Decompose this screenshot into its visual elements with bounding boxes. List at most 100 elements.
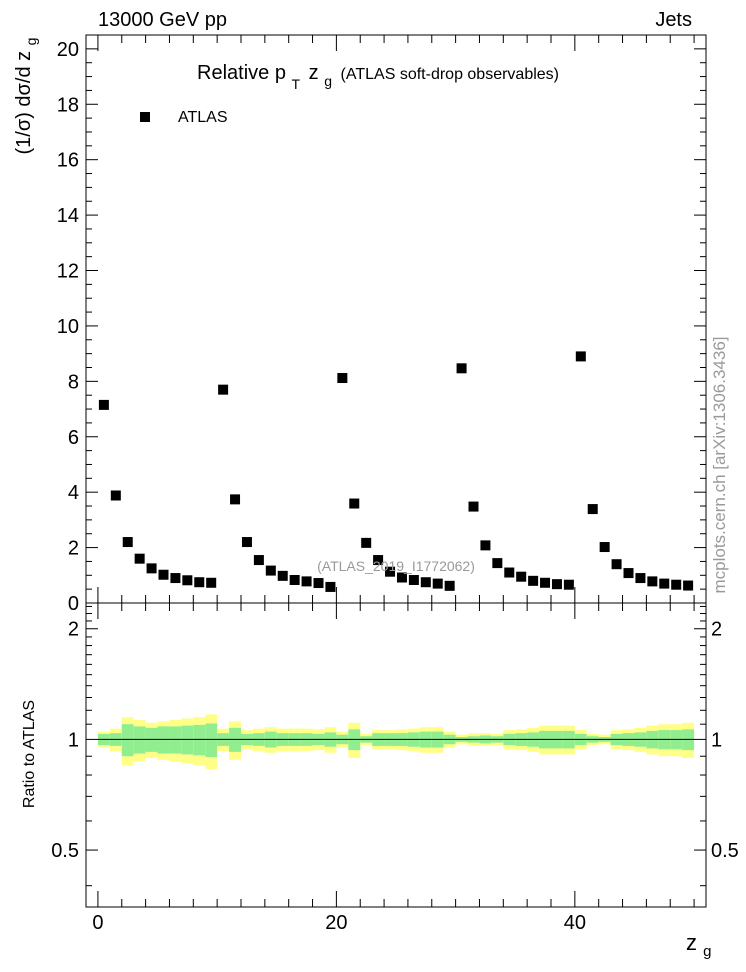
data-point	[611, 559, 622, 570]
data-point	[432, 578, 443, 589]
data-point	[551, 579, 562, 590]
data-point	[182, 575, 193, 586]
ratio-band-inner	[193, 724, 206, 756]
data-point	[122, 537, 133, 548]
data-point	[683, 580, 694, 591]
x-axis-label: z g	[686, 930, 711, 960]
x-axis-label-sub: g	[703, 943, 711, 960]
y-tick-label: 16	[57, 150, 79, 172]
data-point	[110, 490, 121, 501]
data-point	[587, 504, 598, 515]
data-point	[599, 542, 610, 553]
data-point	[361, 537, 372, 548]
y-tick-label: 0	[68, 593, 79, 615]
ratio-y-tick-label-right: 0.5	[711, 840, 739, 862]
y-tick-label: 12	[57, 261, 79, 283]
x-tick-label: 20	[325, 912, 347, 934]
ratio-band-inner	[181, 725, 194, 755]
data-point	[277, 570, 288, 581]
legend-label: ATLAS	[178, 109, 228, 126]
ratio-y-tick-label: 1	[68, 729, 79, 751]
ratio-y-tick-label-right: 2	[711, 619, 722, 641]
data-point	[408, 575, 419, 586]
title-sub-g: g	[324, 73, 332, 89]
header-left: 13000 GeV pp	[98, 9, 227, 31]
data-point	[265, 565, 276, 576]
ratio-y-axis-label: Ratio to ATLAS	[21, 700, 38, 808]
header-right: Jets	[655, 9, 692, 31]
y-tick-label: 4	[68, 482, 79, 504]
y-tick-label: 2	[68, 538, 79, 560]
data-point	[420, 577, 431, 588]
data-point	[659, 578, 670, 589]
data-point	[504, 567, 515, 578]
title-rest: (ATLAS soft-drop observables)	[341, 66, 559, 83]
y-tick-label: 18	[57, 94, 79, 116]
ratio-band-inner	[133, 726, 146, 754]
data-point	[194, 577, 205, 588]
data-point	[516, 571, 527, 582]
title-z: z	[309, 62, 319, 84]
data-point	[563, 579, 574, 590]
data-point	[230, 494, 241, 505]
ratio-band-inner	[121, 724, 134, 757]
data-point	[528, 575, 539, 586]
y-tick-label: 14	[57, 205, 79, 227]
data-point	[313, 578, 324, 589]
ratio-y-tick-label-right: 1	[711, 729, 722, 751]
y-axis-label-main: (1/σ) dσ/d z	[13, 51, 35, 155]
ratio-y-tick-label: 2	[68, 619, 79, 641]
data-point	[575, 351, 586, 362]
data-point	[396, 572, 407, 583]
x-tick-label: 0	[92, 912, 103, 934]
y-axis-label: (1/σ) dσ/d z g	[13, 38, 39, 155]
ratio-plot-frame	[85, 602, 707, 908]
data-point	[635, 573, 646, 584]
data-point	[289, 575, 300, 586]
y-tick-label: 6	[68, 427, 79, 449]
data-point	[444, 580, 455, 591]
data-point	[241, 537, 252, 548]
data-point	[623, 568, 634, 579]
data-point	[146, 563, 157, 574]
watermark: (ATLAS_2019_I1772062)	[317, 558, 475, 574]
y-tick-label: 10	[57, 316, 79, 338]
ratio-y-tick-label: 0.5	[51, 840, 79, 862]
side-note: mcplots.cern.ch [arXiv:1306.3436]	[710, 336, 729, 593]
data-point	[134, 553, 145, 564]
data-point	[301, 576, 312, 587]
ratio-band-inner	[157, 726, 170, 754]
chart-title: Relative p T z g (ATLAS soft-drop observ…	[197, 62, 559, 94]
data-point	[98, 399, 109, 410]
data-point	[253, 555, 264, 566]
data-point	[325, 581, 336, 592]
data-point	[373, 555, 384, 566]
ratio-axis-ticks: 0.5 0.51 12 20 20 40	[51, 603, 739, 934]
data-point	[206, 577, 217, 588]
ratio-band-inner	[169, 726, 182, 754]
data-point	[349, 498, 360, 509]
data-point	[647, 576, 658, 587]
ratio-bands	[97, 714, 695, 770]
data-point	[540, 577, 551, 588]
data-point	[337, 373, 348, 384]
data-point	[456, 363, 467, 374]
data-point	[158, 569, 169, 580]
data-point	[671, 579, 682, 590]
data-point	[468, 501, 479, 512]
data-point	[170, 573, 181, 584]
title-sub-t: T	[292, 76, 301, 92]
main-axis-ticks: 0 2 4 6 8 10 12 14 16 18 20	[57, 35, 706, 615]
data-point	[385, 566, 396, 577]
y-tick-label: 8	[68, 371, 79, 393]
data-point	[218, 384, 229, 395]
x-tick-label: 40	[564, 912, 586, 934]
title-main: Relative p	[197, 62, 286, 84]
x-axis-label-main: z	[686, 930, 697, 955]
ratio-band-inner	[205, 723, 218, 758]
y-axis-label-sub: g	[23, 38, 39, 46]
data-point	[492, 558, 503, 569]
data-point	[480, 540, 491, 551]
y-tick-label: 20	[57, 39, 79, 61]
